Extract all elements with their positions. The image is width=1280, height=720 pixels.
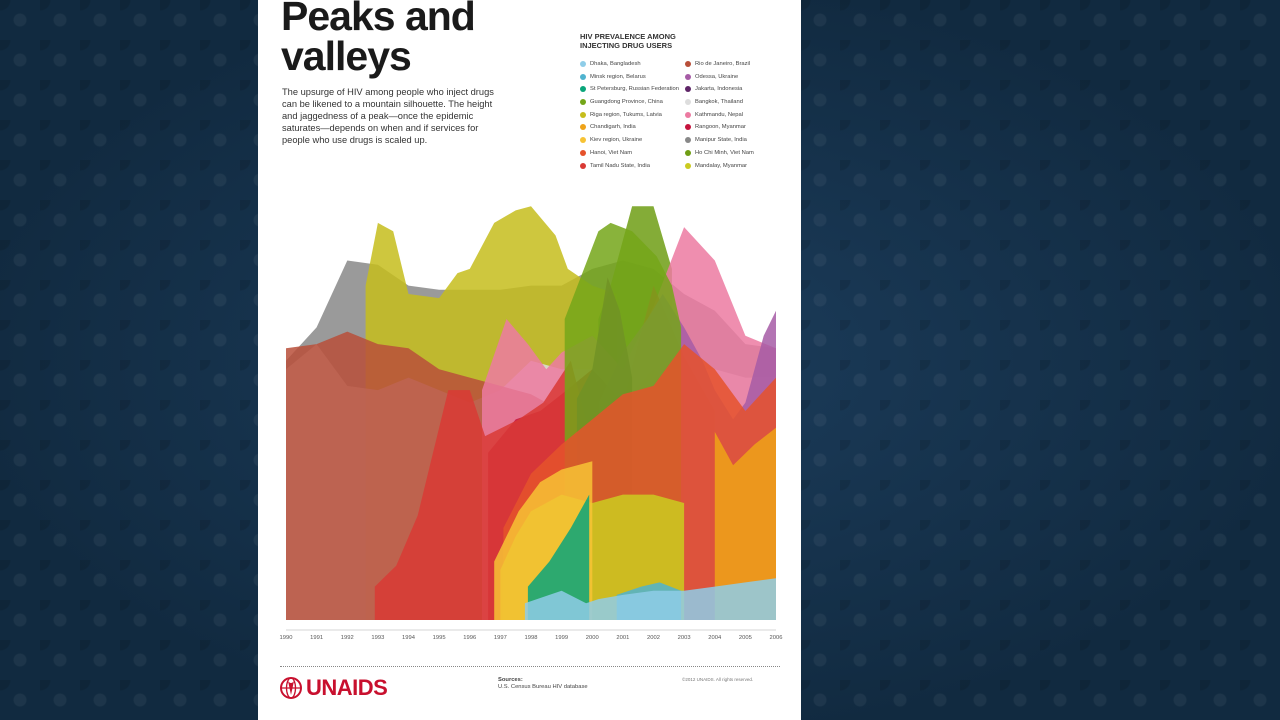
legend-label: Odessa, Ukraine	[695, 73, 739, 80]
infographic-poster: Peaks and valleys The upsurge of HIV amo…	[258, 0, 801, 720]
legend-item: Manipur State, India	[685, 136, 801, 149]
x-tick-label: 1994	[402, 635, 416, 641]
legend-label: Riga region, Tukums, Latvia	[590, 111, 662, 118]
legend-swatch	[580, 162, 586, 169]
sources-label: Sources:	[498, 677, 523, 683]
legend-label: Kathmandu, Nepal	[695, 111, 744, 118]
legend-item: Rio de Janeiro, Brazil	[685, 60, 801, 73]
legend-swatch	[685, 86, 691, 93]
legend-label: Kiev region, Ukraine	[590, 137, 643, 144]
legend-column-right: Rio de Janeiro, Brazil Odessa, Ukraine Jak…	[685, 60, 801, 174]
legend-title: HIV PREVALENCE AMONG INJECTING DRUG USER…	[580, 32, 676, 50]
x-tick-label: 1991	[310, 635, 323, 641]
peaks-chart: 1990 1991 1992 1993 1994 1995 1996 1997 1998 1999…	[280, 206, 783, 641]
series-area-chandigarh-india	[714, 427, 776, 620]
legend-label: Hanoi, Viet Nam	[590, 149, 633, 156]
legend-label: Bangkok, Thailand	[695, 99, 743, 106]
legend-swatch	[685, 61, 691, 67]
legend-swatch	[685, 149, 691, 156]
series-area-st-petersburg-russian-federation	[527, 494, 590, 620]
legend-column-left: Dhaka, Bangladesh Minsk region, Belarus St…	[580, 60, 700, 174]
legend-swatch	[580, 86, 586, 93]
series-area-dhaka-bangladesh	[524, 578, 776, 620]
legend-item: Hanoi, Viet Nam	[580, 149, 700, 162]
legend-item: Guangdong Province, China	[580, 98, 700, 111]
x-tick-label: 2006	[770, 635, 783, 641]
legend-item: Minsk region, Belarus	[580, 73, 700, 86]
x-tick-label: 1992	[341, 635, 354, 641]
legend-swatch	[685, 111, 691, 118]
legend-label: Minsk region, Belarus	[590, 73, 646, 80]
legend-item: Odessa, Ukraine	[685, 73, 801, 86]
globe-icon	[280, 677, 302, 699]
legend-label: Jakarta, Indonesia	[695, 86, 743, 93]
legend-label: Rio de Janeiro, Brazil	[695, 61, 751, 67]
legend-item: Mandalay, Myanmar	[685, 162, 801, 175]
legend-swatch	[580, 73, 586, 80]
legend-swatch	[580, 61, 586, 67]
sources-text: U.S. Census Bureau HIV database	[498, 684, 588, 690]
legend-swatch	[685, 73, 691, 80]
legend-item: Kathmandu, Nepal	[685, 111, 801, 124]
x-tick-label: 2002	[647, 635, 660, 641]
legend-label: Chandigarh, India	[590, 124, 636, 131]
logo-text: UNAIDS	[306, 675, 388, 700]
x-tick-label: 1990	[280, 635, 293, 641]
legend-item: Chandigarh, India	[580, 123, 700, 136]
x-tick-label: 1996	[463, 635, 476, 641]
legend-item: Kiev region, Ukraine	[580, 136, 700, 149]
legend-item: St Petersburg, Russian Federation	[580, 85, 700, 98]
legend-swatch	[685, 162, 691, 169]
x-tick-label: 2005	[739, 635, 752, 641]
legend-label: Mandalay, Myanmar	[695, 162, 748, 169]
legend-item: Dhaka, Bangladesh	[580, 60, 700, 73]
legend-swatch	[580, 124, 586, 131]
legend-label: Tamil Nadu State, India	[590, 162, 650, 169]
x-tick-label: 2003	[678, 635, 691, 641]
poster-title: Peaks and valleys	[281, 0, 476, 79]
x-tick-label: 1993	[371, 635, 384, 641]
x-tick-label: 1999	[555, 635, 568, 641]
legend-label: Rangoon, Myanmar	[695, 124, 746, 131]
legend-label: Ho Chi Minh, Viet Nam	[695, 149, 754, 156]
legend-item: Riga region, Tukums, Latvia	[580, 111, 700, 124]
legend-item: Bangkok, Thailand	[685, 98, 801, 111]
legend-item: Rangoon, Myanmar	[685, 123, 801, 136]
footer-divider	[280, 666, 780, 667]
legend-swatch	[580, 137, 586, 144]
x-tick-label: 1995	[433, 635, 446, 641]
legend-swatch	[685, 137, 691, 144]
legend-item: Ho Chi Minh, Viet Nam	[685, 149, 801, 162]
intro-text: The upsurge of HIV among people who inje…	[282, 87, 494, 145]
legend-label: Manipur State, India	[695, 137, 747, 144]
legend-swatch	[580, 111, 586, 118]
legend-label: Dhaka, Bangladesh	[590, 61, 641, 67]
legend-swatch	[580, 99, 586, 106]
x-tick-label: 2000	[586, 635, 599, 641]
legend-label: St Petersburg, Russian Federation	[590, 86, 679, 93]
x-tick-label: 1997	[494, 635, 507, 641]
legend-swatch	[580, 149, 586, 156]
legend-label: Guangdong Province, China	[590, 99, 663, 106]
copyright-text: ©2012 UNAIDS. All rights reserved.	[682, 677, 754, 682]
legend-swatch	[685, 124, 691, 131]
x-tick-label: 2001	[616, 635, 629, 641]
x-tick-label: 2004	[708, 635, 722, 641]
legend-swatch	[685, 99, 691, 106]
legend-item: Jakarta, Indonesia	[685, 85, 801, 98]
x-tick-label: 1998	[525, 635, 538, 641]
legend-item: Tamil Nadu State, India	[580, 162, 700, 175]
